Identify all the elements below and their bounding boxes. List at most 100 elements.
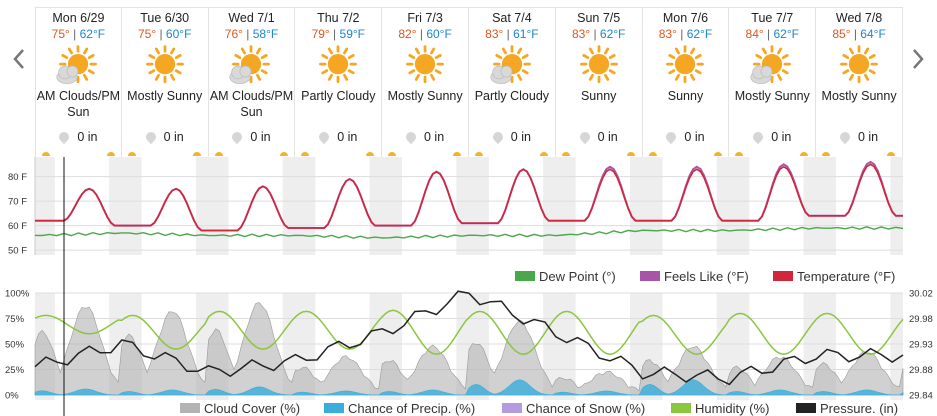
day-temps: 82° | 60°F <box>398 27 452 41</box>
precip-amount: 0 in <box>424 130 445 144</box>
precip-chance-area <box>34 379 904 396</box>
day-card[interactable]: Mon 6/29 75° | 62°F AM Clouds/PM Sun 0 in <box>35 7 122 157</box>
night-band <box>803 157 837 255</box>
day-condition: Sunny <box>667 89 704 103</box>
day-card[interactable]: Tue 6/30 75° | 60°F Mostly Sunny 0 in <box>121 7 209 157</box>
y-tick-label: 60 F <box>8 221 27 232</box>
day-card[interactable]: Mon 7/6 83° | 62°F Sunny 0 in <box>642 7 730 157</box>
precip-amount: 0 in <box>771 130 792 144</box>
sunrise-icon <box>214 152 223 156</box>
day-condition: AM Clouds/PM Sun <box>36 89 121 119</box>
raindrop-icon <box>57 129 72 145</box>
raindrop-icon <box>664 129 679 145</box>
day-date: Sat 7/4 <box>492 11 532 25</box>
day-date: Wed 7/1 <box>228 11 275 25</box>
low-temp: 62°F <box>79 27 106 41</box>
sunset-icon <box>539 152 548 156</box>
day-date: Fri 7/3 <box>407 11 443 25</box>
day-card[interactable]: Wed 7/8 85° | 64°F Mostly Sunny 0 in <box>816 7 903 157</box>
partly-cloudy-icon <box>490 45 531 84</box>
day-temps: 76° | 58°F <box>224 27 279 41</box>
sunset-icon <box>626 152 635 156</box>
sunny-icon <box>579 45 618 84</box>
cloud-cover-area <box>34 302 904 396</box>
sunrise-icon <box>388 152 397 156</box>
partly-cloudy-icon <box>56 45 98 84</box>
sunrise-sunset-markers <box>295 151 381 157</box>
low-temp: 62°F <box>773 27 799 41</box>
sunrise-icon <box>648 152 657 156</box>
high-temp: 84° <box>745 27 764 41</box>
legend-label: Chance of Snow (%) <box>526 401 645 416</box>
day-card[interactable]: Sat 7/4 83° | 61°F Partly Cloudy 0 in <box>468 7 556 157</box>
high-temp: 83° <box>571 27 591 41</box>
sunrise-sunset-markers <box>122 151 208 157</box>
sunrise-sunset-markers <box>36 151 121 157</box>
day-temps: 85° | 64°F <box>832 27 886 41</box>
sunrise-sunset-markers <box>816 151 902 157</box>
legend-swatch <box>515 271 535 281</box>
previous-days-button[interactable] <box>8 44 30 74</box>
low-temp: 60°F <box>165 27 192 41</box>
day-temps: 79° | 59°F <box>311 27 365 41</box>
high-temp: 75° <box>51 27 70 41</box>
day-temps: 83° | 62°F <box>658 27 713 41</box>
high-temp: 75° <box>137 27 157 41</box>
raindrop-icon <box>403 129 419 145</box>
sunrise-icon <box>735 152 744 156</box>
raindrop-icon <box>490 129 505 145</box>
sunrise-sunset-markers <box>382 151 468 157</box>
raindrop-icon <box>143 129 158 145</box>
day-condition: Partly Cloudy <box>474 89 550 103</box>
y2-tick-label: 29.88 <box>909 365 933 376</box>
precip-amount: 0 in <box>597 130 618 144</box>
sunset-icon <box>107 152 115 156</box>
legend-label: Humidity (%) <box>695 401 769 416</box>
y-tick-label: 50 F <box>8 246 27 257</box>
sunset-icon <box>279 152 288 156</box>
day-card[interactable]: Sun 7/5 83° | 62°F Sunny 0 in <box>555 7 643 157</box>
day-precip: 0 in <box>382 129 468 145</box>
high-temp: 79° <box>311 27 330 41</box>
low-temp: 62°F <box>599 27 626 41</box>
day-card[interactable]: Fri 7/3 82° | 60°F Mostly Sunny 0 in <box>382 7 469 157</box>
weather-charts: 80 F 70 F 60 F 50 F Dew Point (°) Feels Like … <box>5 157 933 416</box>
night-band <box>890 293 903 400</box>
day-precip: 0 in <box>469 129 555 145</box>
sunset-icon <box>800 152 809 156</box>
raindrop-icon <box>230 129 245 145</box>
day-precip: 0 in <box>209 129 295 145</box>
day-temps: 83° | 61°F <box>485 27 539 41</box>
night-band <box>109 157 142 255</box>
legend-label: Cloud Cover (%) <box>204 401 300 416</box>
day-date: Mon 7/6 <box>662 11 709 25</box>
precip-amount: 0 in <box>857 130 879 144</box>
day-precip: 0 in <box>36 129 121 145</box>
y-tick-label: 70 F <box>8 197 27 208</box>
day-date: Thu 7/2 <box>317 11 360 25</box>
night-band <box>35 157 55 255</box>
sunny-icon <box>319 45 358 84</box>
sunset-icon <box>713 152 722 156</box>
day-card[interactable]: Wed 7/1 76° | 58°F AM Clouds/PM Sun 0 in <box>208 7 296 157</box>
sunrise-sunset-markers <box>469 151 555 157</box>
day-card[interactable]: Thu 7/2 79° | 59°F Partly Cloudy 0 in <box>295 7 383 157</box>
night-band <box>716 157 750 255</box>
partly-cloudy-icon <box>229 45 271 84</box>
day-date: Sun 7/5 <box>577 11 621 25</box>
raindrop-icon <box>751 129 766 145</box>
sunny-icon <box>406 45 445 84</box>
high-temp: 83° <box>485 27 504 41</box>
day-temps: 84° | 62°F <box>745 27 799 41</box>
legend-label: Chance of Precip. (%) <box>348 401 475 416</box>
day-date: Mon 6/29 <box>52 11 105 25</box>
day-condition: Sunny <box>580 89 617 103</box>
next-days-button[interactable] <box>907 44 929 74</box>
day-card[interactable]: Tue 7/7 84° | 62°F Mostly Sunny 0 in <box>729 7 817 157</box>
temperature-line <box>35 163 903 232</box>
precip-amount: 0 in <box>510 130 531 144</box>
day-condition: Mostly Sunny <box>734 89 810 103</box>
sunrise-sunset-markers <box>209 151 295 157</box>
precip-amount: 0 in <box>163 130 184 144</box>
y2-tick-label: 29.98 <box>909 314 933 325</box>
